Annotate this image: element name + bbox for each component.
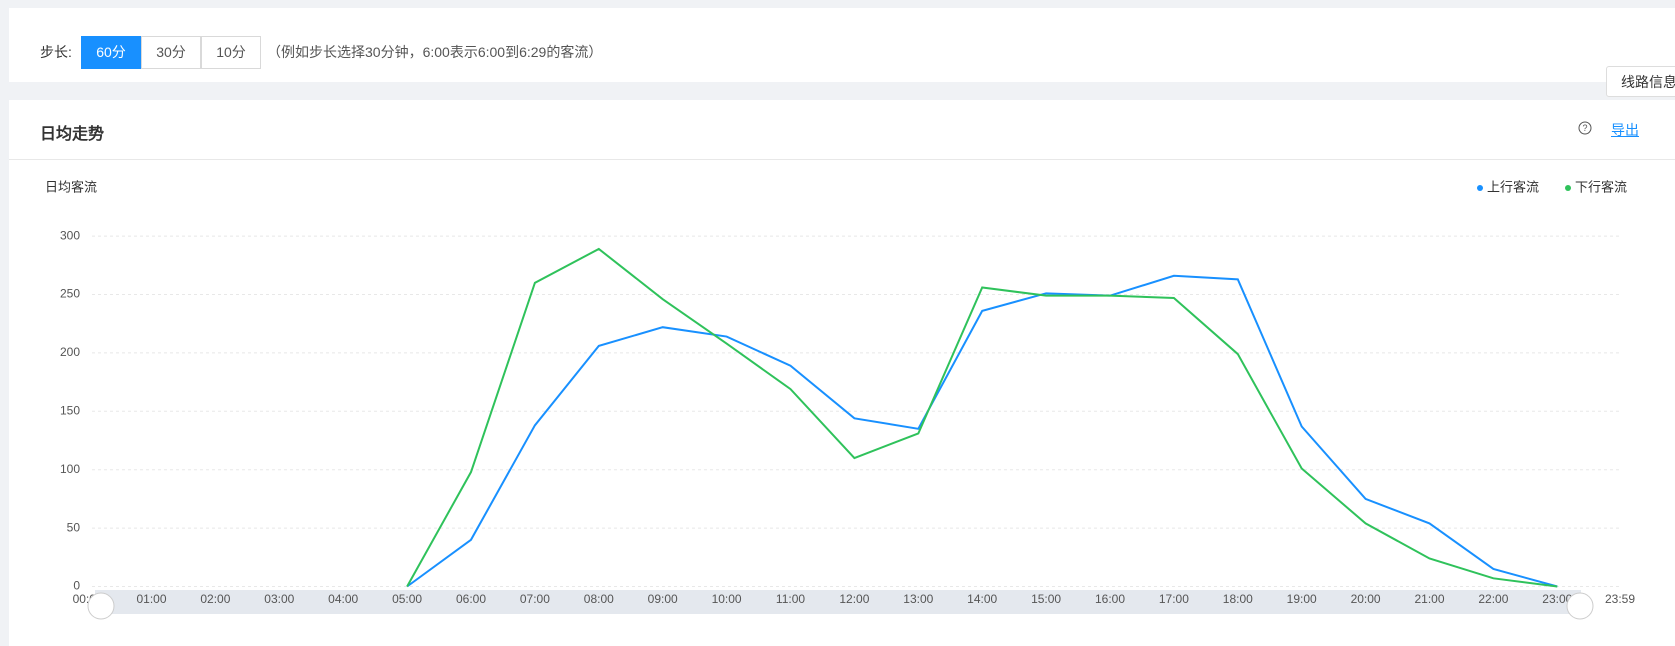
legend-label: 上行客流 [1487, 179, 1539, 194]
series-line [406, 274, 1558, 588]
y-tick-label: 50 [67, 520, 81, 534]
help-icon[interactable]: ? [1577, 120, 1593, 136]
chart-title: 日均客流 [45, 179, 97, 194]
x-tick-label: 14:00 [967, 592, 997, 606]
x-tick-label: 13:00 [903, 592, 933, 606]
slider-handle [1566, 592, 1594, 620]
step-note: （例如步长选择30分钟，6:00表示6:00到6:29的客流） [267, 44, 603, 60]
toolbar: 步长: 60分 30分 10分 （例如步长选择30分钟，6:00表示6:00到6… [9, 8, 1675, 82]
x-tick-label: 09:00 [648, 592, 678, 606]
y-tick-label: 150 [60, 403, 80, 417]
x-tick-label: 01:00 [136, 592, 166, 606]
step-label: 步长: [40, 44, 72, 60]
x-tick-label: 10:00 [712, 592, 742, 606]
y-tick-label: 200 [60, 345, 80, 359]
legend-label: 下行客流 [1575, 179, 1627, 194]
y-tick-label: 250 [60, 287, 80, 301]
x-tick-label: 18:00 [1223, 592, 1253, 606]
legend-dot [1477, 185, 1483, 191]
step-button[interactable]: 30分 [141, 36, 201, 69]
x-tick-label: 06:00 [456, 592, 486, 606]
x-tick-label: 05:00 [392, 592, 422, 606]
step-button[interactable]: 10分 [201, 36, 261, 69]
y-tick-label: 0 [73, 579, 80, 593]
x-tick-label: 19:00 [1287, 592, 1317, 606]
svg-text:?: ? [1582, 123, 1587, 133]
zoom-slider [95, 590, 1581, 614]
x-tick-label: 23:00 [1542, 592, 1572, 606]
x-tick-label: 15:00 [1031, 592, 1061, 606]
panel-title: 日均走势 [40, 126, 105, 143]
x-tick-label: 04:00 [328, 592, 358, 606]
x-tick-label: 08:00 [584, 592, 614, 606]
x-tick-label: 20:00 [1351, 592, 1381, 606]
panel: 日均走势 ? 导出 [9, 100, 1675, 646]
x-tick-label: 22:00 [1478, 592, 1508, 606]
legend-dot [1565, 185, 1571, 191]
x-tick-label: 07:00 [520, 592, 550, 606]
x-tick-label: 02:00 [200, 592, 230, 606]
x-tick-label: 16:00 [1095, 592, 1125, 606]
x-tick-label: 03:00 [264, 592, 294, 606]
x-tick-label: 21:00 [1414, 592, 1444, 606]
series-line [406, 247, 1558, 588]
divider [9, 159, 1675, 160]
y-tick-label: 100 [60, 462, 80, 476]
export-link[interactable]: 导出 [1611, 122, 1639, 138]
side-button[interactable]: 线路信息 [1606, 66, 1675, 97]
y-tick-label: 300 [60, 228, 80, 242]
x-end-label: 23:59 [1605, 592, 1635, 606]
x-tick-label: 12:00 [839, 592, 869, 606]
slider-handle [87, 592, 115, 620]
x-tick-label: 11:00 [776, 592, 805, 606]
step-button[interactable]: 60分 [81, 36, 141, 69]
x-tick-label: 17:00 [1159, 592, 1189, 606]
